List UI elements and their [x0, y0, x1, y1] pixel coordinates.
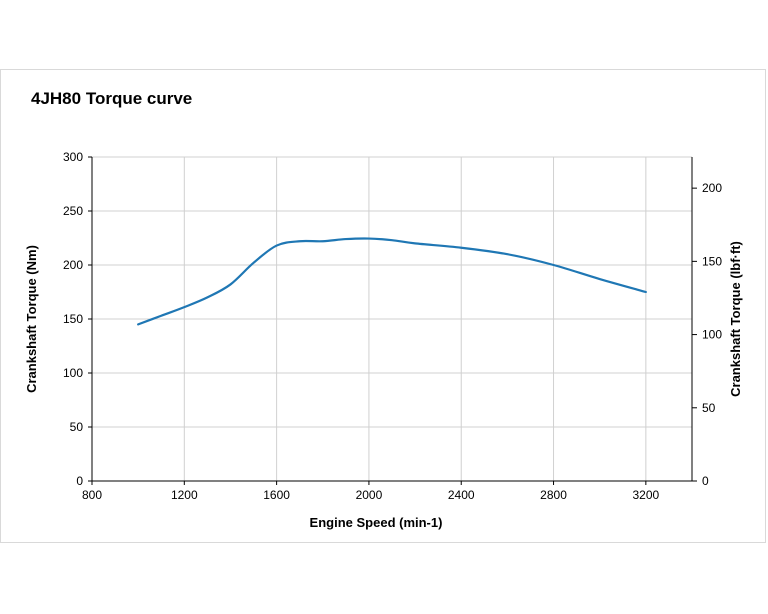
y-tick-label: 150: [63, 312, 83, 326]
y2-axis-label: Crankshaft Torque (lbf·ft): [728, 241, 743, 397]
chart-frame: [0, 69, 766, 543]
tick-labels: 800 1200 1600 2000 2400 2800 32000501001502002…: [63, 150, 722, 502]
y2-tick-label: 100: [702, 328, 722, 342]
x-tick-label: 1600: [263, 488, 290, 502]
x-tick-label: 3200: [632, 488, 659, 502]
series-layer: [137, 237, 647, 326]
y-tick-label: 300: [63, 150, 83, 164]
y2-tick-label: 150: [702, 254, 722, 268]
grid-layer: [92, 156, 692, 481]
axes-layer: [88, 156, 697, 485]
y2-tick-label: 50: [702, 401, 716, 415]
y-tick-label: 100: [63, 366, 83, 380]
torque-series-line: [137, 237, 647, 326]
y-tick-label: 250: [63, 204, 83, 218]
y-axis-label: Crankshaft Torque (Nm): [24, 245, 39, 393]
x-tick-label: 2400: [448, 488, 475, 502]
x-tick-label: 2800: [540, 488, 567, 502]
x-tick-label: 2000: [356, 488, 383, 502]
x-axis-label: Engine Speed (min-1): [310, 515, 443, 530]
y-tick-label: 0: [76, 474, 83, 488]
x-tick-label: 800: [82, 488, 102, 502]
x-tick-label: 1200: [171, 488, 198, 502]
y2-tick-label: 0: [702, 474, 709, 488]
y-tick-label: 200: [63, 258, 83, 272]
chart-title: 4JH80 Torque curve: [31, 89, 193, 108]
y-tick-label: 50: [70, 420, 84, 434]
y2-tick-label: 200: [702, 181, 722, 195]
